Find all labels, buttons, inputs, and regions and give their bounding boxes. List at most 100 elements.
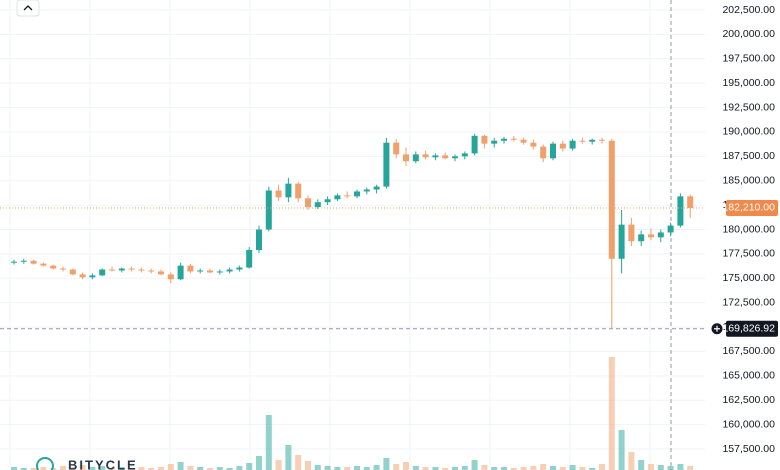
volume-bar — [687, 466, 694, 470]
candle-body — [109, 269, 115, 271]
candle-body — [422, 154, 429, 158]
volume-bar — [481, 465, 488, 470]
volume-bar — [295, 455, 302, 470]
volume-bar — [305, 461, 311, 470]
volume-bar — [403, 462, 409, 470]
candle-body — [177, 265, 184, 280]
candle-body — [442, 155, 449, 159]
volume-bar — [461, 466, 468, 470]
crosshair-tag — [726, 320, 778, 337]
y-tick-label: 192,500.00 — [722, 101, 775, 113]
add-alert-plus — [714, 325, 720, 332]
button-box[interactable] — [16, 0, 40, 17]
candle-body — [50, 265, 57, 269]
volume-bar — [256, 456, 262, 470]
y-tick-label: 175,000.00 — [722, 272, 775, 284]
volume-bar — [344, 467, 351, 470]
plot — [0, 133, 705, 470]
y-tick-label: 167,500.00 — [722, 345, 775, 357]
volume-bar — [128, 468, 135, 470]
candle-body — [412, 154, 419, 162]
y-tick-label: 187,500.00 — [722, 150, 775, 162]
volume-bar — [158, 467, 164, 470]
y-tick-label: 165,000.00 — [722, 370, 775, 382]
volume-bar — [207, 468, 213, 470]
candle-body — [128, 268, 135, 270]
candle-body — [638, 234, 645, 242]
candle-body — [481, 135, 488, 144]
volume-bar — [530, 466, 537, 470]
candle-body — [383, 142, 390, 187]
price-axis: 157,500.00 160,000.00 162,500.00 165,000.00… — [710, 4, 778, 455]
volume-bar — [275, 460, 282, 470]
candle-body — [89, 275, 96, 278]
candle-body — [187, 265, 194, 272]
volume-bar — [442, 468, 449, 470]
y-tick-label: 200,000.00 — [722, 28, 775, 40]
y-tick-label: 177,500.00 — [722, 248, 775, 260]
candle-body — [628, 224, 635, 242]
volume-bar — [30, 468, 37, 470]
volume-bar — [393, 464, 400, 470]
candle-body — [158, 271, 164, 275]
candle-body — [40, 263, 47, 266]
volume-bar — [520, 467, 527, 470]
y-tick-label: 195,000.00 — [722, 77, 775, 89]
candle-body — [167, 274, 174, 280]
volume-bar — [197, 467, 204, 470]
candle-body — [148, 270, 155, 272]
volume-bar — [373, 465, 380, 470]
candle-body — [461, 153, 468, 157]
volume-bar — [89, 467, 96, 470]
volume-bar — [452, 467, 458, 470]
volume-bar — [324, 466, 331, 470]
candle-body — [648, 234, 654, 238]
volume-bar — [501, 467, 507, 470]
candle-body — [559, 143, 566, 149]
y-tick-label: 157,500.00 — [722, 443, 775, 455]
candle-body — [118, 268, 125, 271]
volume-bar — [265, 415, 272, 470]
volume-bar — [118, 467, 125, 470]
candle-body — [657, 232, 664, 238]
volume-bar — [569, 465, 576, 470]
volume-bar — [422, 467, 429, 470]
candle-body — [687, 196, 694, 208]
volume-bar — [628, 452, 635, 470]
candle-body — [432, 155, 439, 158]
y-tick-label: 160,000.00 — [722, 418, 775, 430]
candle-body — [579, 140, 586, 142]
candle-body — [501, 138, 507, 141]
candle-body — [550, 143, 556, 159]
volume-bar — [20, 468, 27, 470]
candle-body — [520, 139, 527, 143]
collapse-button[interactable] — [16, 0, 40, 17]
volume-bar — [109, 468, 115, 470]
volume-bar — [559, 467, 566, 470]
crosshair-label: 169,826.92 — [722, 323, 775, 335]
volume-bar — [667, 466, 674, 470]
volume-bar — [246, 463, 253, 470]
logo-icon — [36, 457, 54, 470]
volume-bar — [334, 467, 341, 470]
candle-body — [256, 229, 262, 250]
volume-bar — [618, 430, 625, 470]
candle-body — [305, 198, 311, 208]
candle-body — [226, 269, 233, 272]
candle-body — [197, 270, 204, 272]
volume-bar — [177, 462, 184, 470]
y-tick-label: 202,500.00 — [722, 4, 775, 16]
volume-bar — [589, 468, 596, 470]
volume-bar — [579, 467, 586, 470]
candle-body — [314, 202, 321, 208]
volume-bar — [608, 357, 615, 470]
y-tick-label: 197,500.00 — [722, 53, 775, 65]
volume-bar — [79, 465, 86, 470]
candle-body — [285, 183, 292, 198]
candle-body — [295, 183, 302, 199]
candle-body — [207, 270, 213, 273]
candle-body — [246, 250, 253, 268]
last-price-label: 182,210.00 — [722, 202, 775, 214]
chevron-up — [23, 5, 33, 11]
